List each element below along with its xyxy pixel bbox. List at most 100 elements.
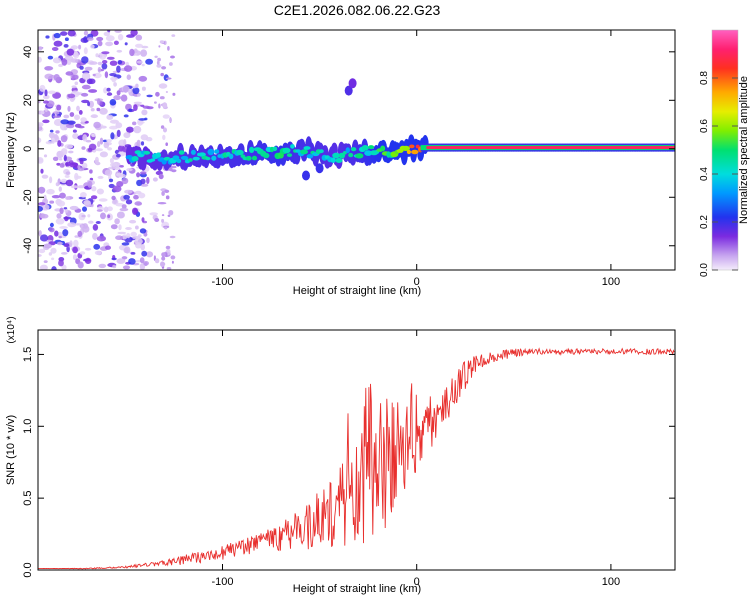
y-tick-label: 0.0 xyxy=(22,562,34,577)
noise-speckle xyxy=(140,141,145,146)
noise-speckle xyxy=(52,115,61,118)
ridge-core xyxy=(406,149,411,155)
noise-speckle xyxy=(42,119,50,124)
chart-title: C2E1.2026.082.06.22.G23 xyxy=(274,2,441,18)
noise-speckle xyxy=(101,63,108,70)
noise-speckle xyxy=(116,65,121,73)
noise-speckle xyxy=(155,91,160,97)
ridge-core xyxy=(300,149,308,155)
y-tick-label: 20 xyxy=(22,94,34,106)
noise-speckle xyxy=(111,195,116,201)
noise-speckle xyxy=(66,245,70,253)
noise-speckle xyxy=(56,162,61,166)
y-tick-label: -20 xyxy=(22,189,34,205)
noise-speckle xyxy=(135,34,143,41)
noise-speckle xyxy=(53,40,63,47)
noise-speckle xyxy=(156,64,162,68)
noise-speckle xyxy=(48,227,55,233)
noise-speckle xyxy=(93,72,102,79)
noise-speckle xyxy=(63,154,67,162)
noise-speckle xyxy=(43,100,49,104)
noise-speckle xyxy=(141,217,145,223)
noise-speckle xyxy=(87,101,91,107)
noise-speckle xyxy=(43,154,48,158)
ridge-core xyxy=(303,146,311,150)
noise-speckle xyxy=(96,235,106,242)
colorbar-tick-label: 0.8 xyxy=(699,71,710,85)
noise-speckle xyxy=(133,125,142,134)
noise-speckle xyxy=(88,220,94,224)
noise-speckle xyxy=(135,43,143,48)
noise-speckle xyxy=(69,240,73,248)
noise-speckle xyxy=(126,168,133,172)
x-tick-label: -100 xyxy=(211,276,233,288)
noise-speckle xyxy=(136,60,143,64)
noise-speckle xyxy=(60,178,67,184)
noise-speckle xyxy=(154,101,157,104)
ridge-core xyxy=(207,148,215,156)
noise-speckle xyxy=(81,72,91,80)
noise-speckle xyxy=(53,119,63,126)
noise-speckle xyxy=(106,92,113,96)
noise-speckle xyxy=(133,48,138,54)
noise-speckle xyxy=(38,230,42,237)
noise-speckle xyxy=(84,66,93,71)
noise-speckle xyxy=(157,57,162,62)
noise-speckle xyxy=(132,87,140,95)
noise-speckle xyxy=(90,195,98,200)
noise-speckle xyxy=(165,245,171,250)
noise-speckle xyxy=(99,107,108,115)
noise-speckle xyxy=(115,202,124,207)
ridge-core xyxy=(188,158,193,162)
noise-speckle xyxy=(85,139,92,143)
noise-speckle xyxy=(64,144,74,149)
noise-speckle xyxy=(117,34,124,41)
noise-speckle xyxy=(66,59,72,65)
noise-speckle xyxy=(103,31,111,37)
y-tick-label: -40 xyxy=(22,238,34,254)
noise-speckle xyxy=(124,189,133,194)
ridge-core xyxy=(350,147,357,152)
noise-speckle xyxy=(44,66,54,71)
noise-speckle xyxy=(77,261,84,269)
noise-speckle xyxy=(38,186,46,194)
noise-speckle xyxy=(97,141,101,148)
ridge-core xyxy=(335,158,343,163)
noise-speckle xyxy=(94,250,101,255)
noise-speckle xyxy=(128,108,133,112)
noise-speckle xyxy=(79,159,84,165)
noise-speckle xyxy=(69,112,75,117)
snr-panel: -100 0 100 0.0 0.5 1.0 1.5 Height of straight … xyxy=(5,316,676,595)
noise-speckle xyxy=(172,92,176,96)
noise-speckle xyxy=(38,202,46,206)
ridge-core xyxy=(319,149,324,154)
noise-speckle xyxy=(140,171,147,175)
noise-speckle xyxy=(139,263,146,270)
noise-speckle xyxy=(110,76,118,81)
noise-speckle xyxy=(63,114,70,119)
noise-speckle xyxy=(138,192,146,199)
noise-speckle xyxy=(116,90,121,96)
noise-speckle xyxy=(92,73,96,77)
noise-speckle xyxy=(162,102,168,109)
noise-speckle xyxy=(116,153,121,158)
noise-speckle xyxy=(84,200,92,208)
ridge-core xyxy=(411,149,419,155)
noise-speckle xyxy=(48,252,53,256)
noise-speckle xyxy=(107,147,113,151)
noise-speckle xyxy=(63,243,70,248)
snr-marks xyxy=(38,347,675,570)
noise-speckle xyxy=(95,221,101,224)
noise-speckle xyxy=(77,167,85,172)
noise-speckle xyxy=(103,87,108,94)
ridge-core xyxy=(364,150,373,156)
noise-speckle xyxy=(71,85,77,89)
noise-speckle xyxy=(165,77,172,80)
noise-speckle xyxy=(44,89,48,97)
noise-speckle xyxy=(96,36,104,42)
noise-speckle xyxy=(39,84,46,92)
colorbar-tick-label: 0.6 xyxy=(699,119,710,133)
noise-speckle xyxy=(130,252,136,255)
ridge-core xyxy=(306,154,314,159)
noise-speckle xyxy=(159,40,165,44)
